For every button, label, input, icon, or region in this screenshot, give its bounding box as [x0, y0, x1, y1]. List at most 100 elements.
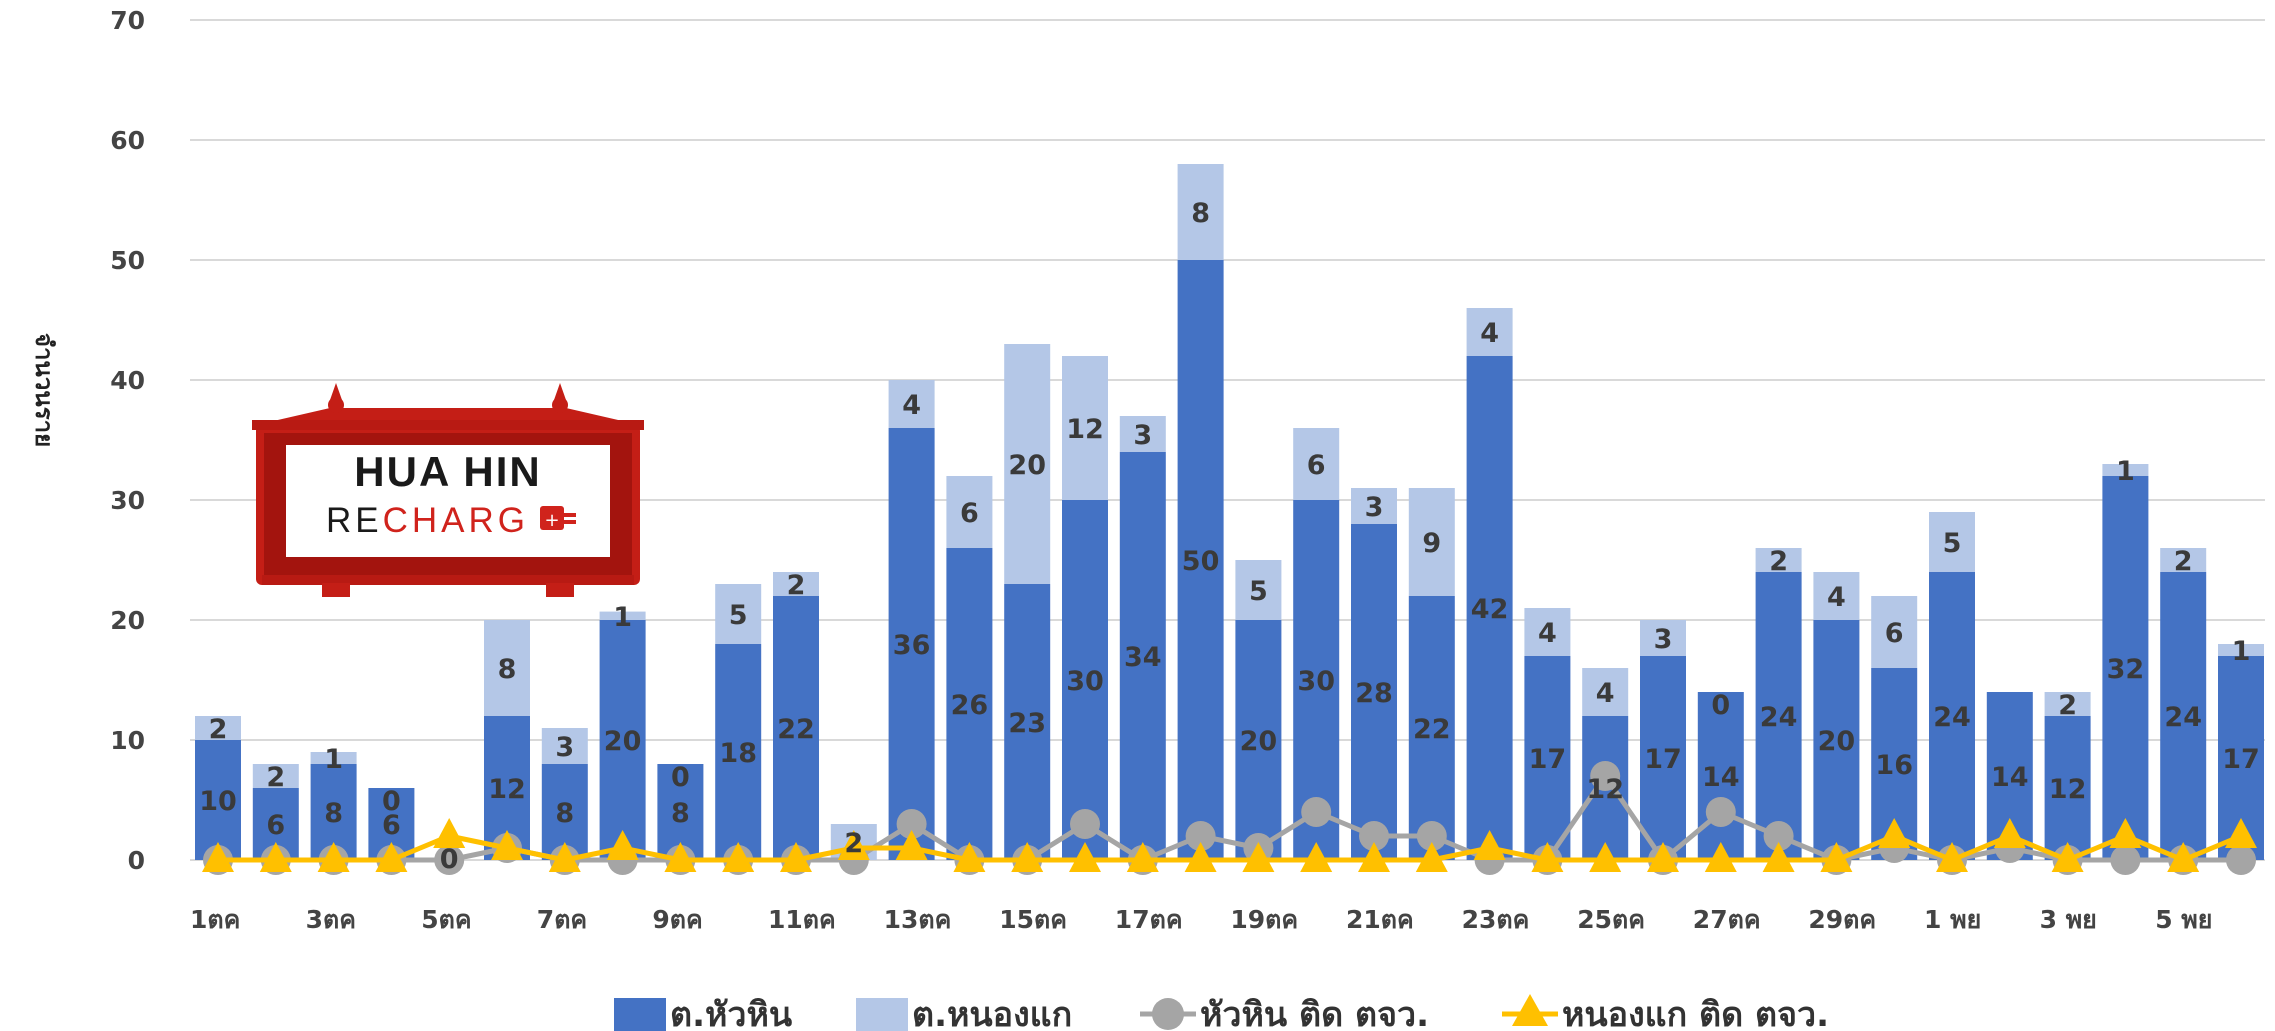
data-label-huahin: 10 — [199, 786, 237, 817]
bar-nongkae — [2102, 464, 2149, 476]
data-label-nongkae: 0 — [671, 762, 690, 793]
data-label-nongkae: 3 — [1133, 420, 1152, 451]
data-label-huahin: 16 — [1875, 750, 1913, 781]
nongkae-outside-point — [1878, 818, 1911, 848]
nongkae-outside-point — [1069, 842, 1101, 872]
data-label-huahin: 42 — [1471, 594, 1509, 625]
bar-nongkae — [1466, 308, 1513, 356]
svg-text:+: + — [544, 510, 559, 531]
bar-nongkae — [888, 380, 935, 428]
legend-label-huahin-outside: หัวหิน ติด ตจว. — [1200, 995, 1429, 1031]
legend-marker-huahin-outside — [1152, 998, 1184, 1030]
x-tick-label: 5 พย — [2155, 905, 2212, 934]
bar-huahin — [2044, 716, 2091, 860]
x-tick-label: 29ตค — [1808, 905, 1876, 934]
bar-nongkae — [1408, 488, 1455, 596]
plug-icon: + — [540, 506, 576, 531]
nongkae-outside-point — [1589, 842, 1622, 872]
bar-huahin — [773, 596, 819, 860]
bar-nongkae — [1640, 620, 1686, 656]
data-label-nongkae: 4 — [1596, 678, 1615, 709]
data-label-huahin: 8 — [671, 798, 690, 829]
data-label-huahin: 23 — [1008, 708, 1046, 739]
bar-huahin — [1640, 656, 1686, 860]
data-label-huahin: 34 — [1124, 642, 1162, 673]
x-tick-label: 17ตค — [1115, 905, 1183, 934]
nongkae-outside-point — [375, 842, 408, 872]
bar-nongkae — [252, 764, 299, 788]
data-label-nongkae: 4 — [1480, 318, 1499, 349]
bar-huahin — [1408, 596, 1455, 860]
bar-nongkae — [1235, 560, 1282, 620]
data-label-nongkae: 1 — [613, 602, 632, 633]
data-label-huahin: 6 — [266, 810, 285, 841]
x-tick-label: 9ตค — [652, 905, 702, 934]
y-tick-label: 40 — [110, 366, 145, 395]
huahin-outside-point — [1301, 797, 1332, 827]
data-label-nongkae: 12 — [1066, 414, 1104, 445]
huahin-outside-point — [1590, 761, 1621, 791]
bar-huahin — [1755, 572, 1802, 860]
nongkae-outside-point — [1762, 842, 1795, 872]
data-label-nongkae: 6 — [1885, 618, 1904, 649]
data-label-huahin: 12 — [1586, 774, 1624, 805]
y-tick-label: 60 — [110, 126, 145, 155]
data-label-nongkae: 1 — [2232, 636, 2251, 667]
data-label-nongkae: 4 — [1827, 582, 1846, 613]
bar-huahin — [888, 428, 935, 860]
y-tick-label: 20 — [110, 606, 145, 635]
bar-huahin — [1929, 572, 1975, 860]
x-tick-label: 1ตค — [190, 905, 240, 934]
bar-nongkae — [1119, 416, 1166, 452]
y-tick-label: 70 — [110, 6, 145, 35]
legend-label-nongkae-outside: หนองแก ติด ตจว. — [1562, 995, 1829, 1031]
nongkae-outside-point — [1531, 842, 1564, 872]
data-label-huahin: 30 — [1066, 666, 1104, 697]
y-tick-label: 0 — [128, 846, 145, 875]
bar-nongkae — [484, 620, 530, 716]
bar-nongkae — [599, 611, 646, 620]
data-label-nongkae: 2 — [266, 762, 285, 793]
data-label-nongkae: 5 — [729, 600, 748, 631]
data-label-huahin: 18 — [719, 738, 757, 769]
bar-huahin — [1466, 356, 1513, 860]
bar-nongkae — [1871, 596, 1918, 668]
logo-subtitle: RECHARG — [326, 501, 529, 540]
legend-label-huahin: ต.หัวหิน — [670, 995, 792, 1031]
x-tick-label: 23ตค — [1462, 905, 1530, 934]
data-label-huahin: 20 — [1818, 726, 1856, 757]
x-tick-label: 19ตค — [1230, 905, 1298, 934]
legend-swatch-nongkae — [856, 998, 908, 1031]
nongkae-outside-point — [722, 842, 755, 872]
bar-nongkae — [946, 476, 993, 548]
logo-title: HUA HIN — [354, 448, 541, 495]
bar-nongkae — [2218, 644, 2264, 656]
data-label-huahin: 8 — [555, 798, 574, 829]
data-label-nongkae: 3 — [555, 732, 574, 763]
bar-nongkae — [1755, 548, 1802, 572]
data-label-huahin: 28 — [1355, 678, 1393, 709]
nongkae-outside-point — [1242, 842, 1275, 872]
data-label-huahin: 22 — [1413, 714, 1451, 745]
huahin-outside-point — [1763, 821, 1794, 851]
nongkae-outside-point — [1184, 842, 1217, 872]
nongkae-outside-point — [491, 830, 523, 860]
data-label-huahin: 30 — [1297, 666, 1335, 697]
y-axis-ticks: 0 10 20 30 40 50 60 70 — [110, 6, 145, 875]
legend-swatch-huahin — [614, 998, 666, 1031]
legend-marker-nongkae-outside — [1512, 994, 1548, 1026]
data-label-nongkae: 2 — [209, 714, 228, 745]
nongkae-outside-point — [548, 842, 581, 872]
bar-nongkae — [2160, 548, 2207, 572]
x-tick-label: 21ตค — [1346, 905, 1414, 934]
bar-huahin — [946, 548, 993, 860]
huahin-outside-point — [434, 845, 465, 875]
y-axis-label: จำนวนราย — [30, 333, 58, 447]
huahin-outside-point — [1359, 821, 1389, 851]
nongkae-outside-point — [1011, 842, 1044, 872]
data-label-huahin: 20 — [604, 726, 642, 757]
bar-nongkae — [715, 584, 762, 644]
nongkae-outside-point — [433, 818, 466, 848]
y-tick-label: 10 — [110, 726, 145, 755]
